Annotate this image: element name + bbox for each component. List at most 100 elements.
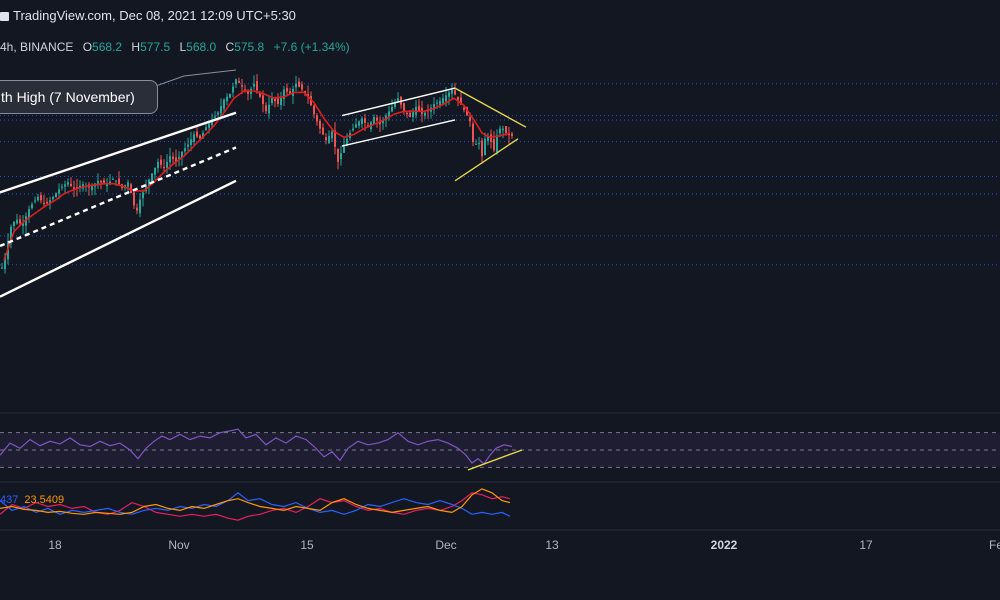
candle-body (127, 182, 129, 187)
candle-body (511, 133, 513, 136)
rising-channel-line (0, 146, 237, 248)
triangle-trendline (454, 138, 519, 182)
candle-body (433, 104, 435, 110)
candle-body (226, 96, 228, 102)
candle-body (220, 106, 222, 114)
candle-body (154, 167, 156, 175)
candle-body (13, 221, 15, 226)
candle-body (55, 193, 57, 198)
candle-body (304, 91, 306, 94)
candle-body (286, 88, 288, 92)
candle-body (301, 84, 303, 90)
candle-body (22, 223, 24, 226)
candle-body (100, 180, 102, 183)
flag-channel-line (341, 119, 456, 147)
candle-body (166, 161, 168, 168)
candle-body (193, 134, 195, 143)
candle-body (211, 119, 213, 126)
candle-body (448, 92, 450, 97)
candle-body (64, 184, 66, 187)
x-tick-label: Dec (435, 538, 457, 552)
candle-body (505, 126, 507, 133)
candle-body (49, 200, 51, 203)
candle-body (355, 124, 357, 128)
candle-body (337, 148, 339, 162)
candle-body (244, 89, 246, 91)
candle-body (271, 98, 273, 104)
candle-body (190, 139, 192, 145)
low-value: 568.0 (186, 40, 217, 54)
candle-body (187, 144, 189, 147)
moving-average-line (3, 90, 511, 261)
header-source: TradingView.com, Dec 08, 2021 12:09 UTC+… (13, 8, 296, 23)
candle-body (19, 219, 21, 224)
candle-body (445, 95, 447, 102)
candle-body (241, 85, 243, 87)
flag-channel-line (341, 87, 456, 117)
x-tick-label: Nov (168, 538, 190, 552)
candle-body (382, 119, 384, 124)
candle-body (184, 148, 186, 152)
candle-body (133, 192, 135, 206)
chart-header: TradingView.com, Dec 08, 2021 12:09 UTC+… (0, 8, 296, 23)
candle-body (319, 120, 321, 129)
candle-body (424, 112, 426, 116)
candle-body (151, 173, 153, 182)
candle-body (490, 134, 492, 142)
candle-body (253, 83, 255, 87)
candle-body (163, 167, 165, 169)
candle-body (478, 143, 480, 145)
candle-body (130, 184, 132, 194)
candle-body (217, 112, 219, 115)
candle-body (58, 189, 60, 194)
candle-body (34, 200, 36, 202)
candle-body (358, 121, 360, 126)
candle-body (496, 135, 498, 153)
candle-body (265, 105, 267, 112)
tradingview-logo-icon (0, 12, 9, 22)
candle-body (457, 96, 459, 100)
candle-body (451, 89, 453, 94)
candle-body (37, 196, 39, 201)
candle-body (208, 123, 210, 128)
candle-body (328, 135, 330, 144)
candle-body (175, 157, 177, 162)
dmi-indicator-values: 437 23.5409 (0, 494, 64, 506)
all-time-high-callout[interactable]: th High (7 November) (0, 80, 158, 114)
candle-body (157, 161, 159, 169)
candle-body (379, 120, 381, 125)
rsi-divergence-line (467, 449, 523, 471)
triangle-trendline (454, 87, 527, 128)
candle-body (142, 192, 144, 199)
candle-body (442, 98, 444, 104)
rsi-line (0, 428, 513, 465)
candle-body (112, 178, 114, 180)
candle-body (454, 90, 456, 95)
candle-body (235, 79, 237, 85)
candle-body (289, 91, 291, 94)
candle-body (46, 201, 48, 204)
candle-body (172, 156, 174, 160)
rising-channel-line (0, 179, 237, 298)
close-value: 575.8 (234, 40, 265, 54)
candle-body (394, 102, 396, 107)
candle-body (31, 204, 33, 209)
candle-body (97, 180, 99, 184)
symbol-prefix: 4h, BINANCE (0, 40, 74, 54)
candle-body (16, 219, 18, 224)
candle-body (274, 97, 276, 102)
candle-body (502, 128, 504, 131)
adx-line (0, 488, 511, 515)
candle-body (214, 116, 216, 118)
candle-body (493, 138, 495, 151)
candle-body (28, 209, 30, 219)
candle-body (178, 156, 180, 160)
candle-body (466, 106, 468, 116)
candle-body (469, 117, 471, 122)
close-label: C (225, 40, 235, 54)
candle-body (247, 91, 249, 94)
candle-body (475, 143, 477, 145)
candle-body (325, 137, 327, 141)
candle-body (481, 140, 483, 157)
